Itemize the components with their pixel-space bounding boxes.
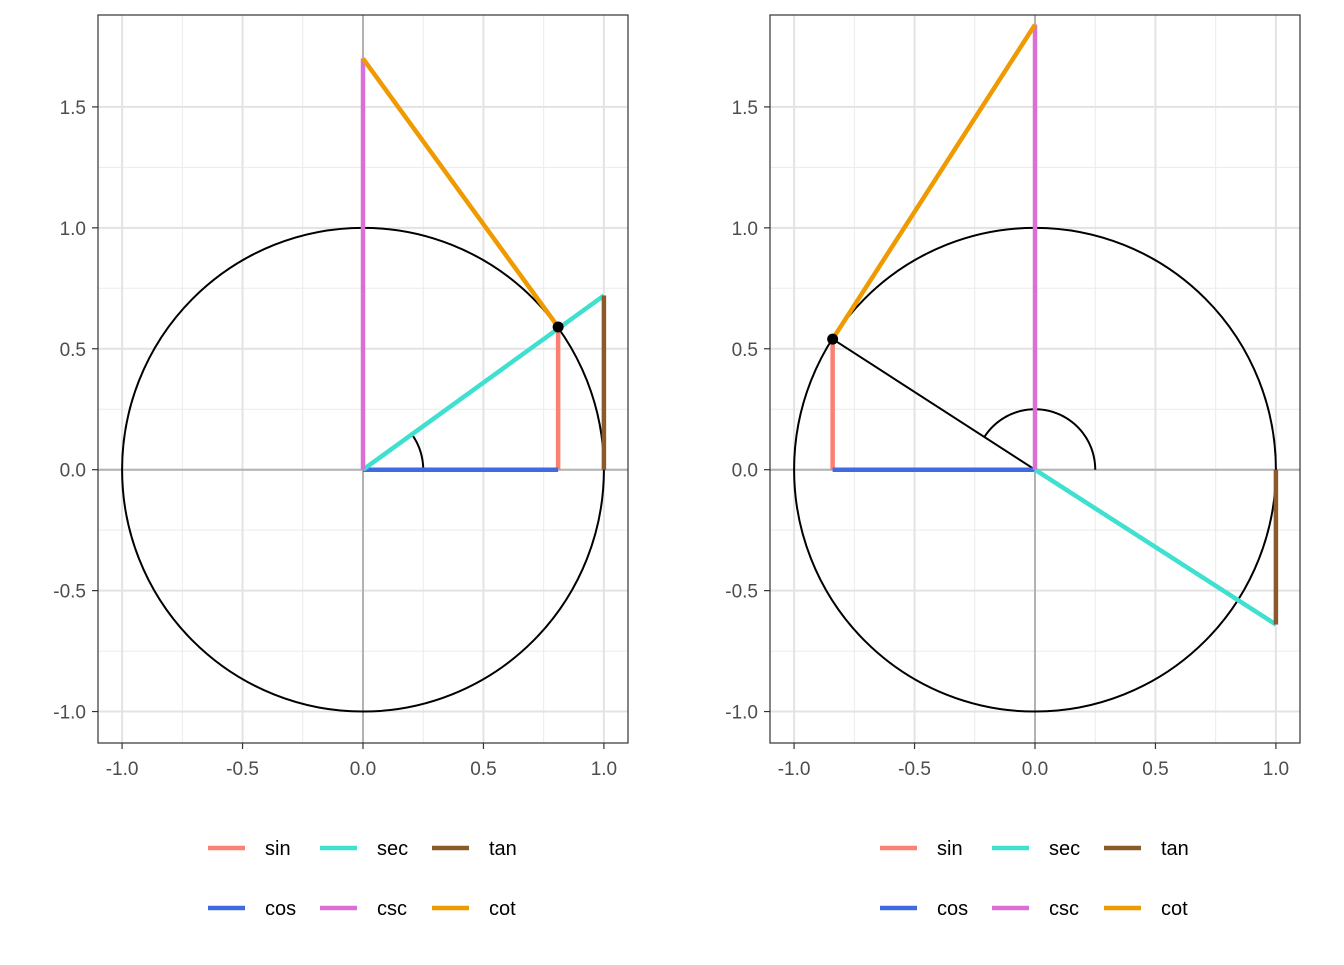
segment-sec <box>361 293 606 472</box>
legend-label-tan: tan <box>1161 838 1189 860</box>
legend-label-csc: csc <box>377 898 407 920</box>
plot-area <box>98 15 628 743</box>
y-tick-label: -1.0 <box>725 703 758 724</box>
y-tick-label: -0.5 <box>53 582 86 603</box>
y-tick-label: 0.5 <box>732 340 758 361</box>
plot-area <box>770 15 1300 743</box>
legend-label-csc: csc <box>1049 898 1079 920</box>
legend-label-cos: cos <box>937 898 968 920</box>
segment-sec <box>1033 467 1278 627</box>
segment-cot <box>830 23 1037 341</box>
x-tick-label: 1.0 <box>591 759 617 780</box>
y-tick-label: 0.5 <box>60 340 86 361</box>
legend-label-sin: sin <box>265 838 291 860</box>
y-tick-label: 1.5 <box>732 98 758 119</box>
x-tick-label: 0.5 <box>1142 759 1168 780</box>
legend-label-sin: sin <box>937 838 963 860</box>
y-tick-label: 0.0 <box>60 461 86 482</box>
y-tick-label: 0.0 <box>732 461 758 482</box>
legend: sin sec tan cos csc cot <box>208 838 517 920</box>
x-tick-label: -1.0 <box>778 759 811 780</box>
segment-cot <box>361 57 560 329</box>
y-tick-label: -0.5 <box>725 582 758 603</box>
legend-label-cos: cos <box>265 898 296 920</box>
panel-1: -1.0 -0.5 0.0 0.5 1.0 -1.0 -0.5 0.0 0.5 1.0 1.5 sin… <box>53 14 629 920</box>
x-tick-label: 0.5 <box>470 759 496 780</box>
legend-label-cot: cot <box>489 898 516 920</box>
x-tick-label: 0.0 <box>350 759 376 780</box>
legend-label-tan: tan <box>489 838 517 860</box>
x-tick-label: -0.5 <box>226 759 259 780</box>
y-tick-label: -1.0 <box>53 703 86 724</box>
y-tick-label: 1.0 <box>732 219 758 240</box>
radius-line <box>832 338 1036 471</box>
x-tick-label: 1.0 <box>1263 759 1289 780</box>
legend-label-sec: sec <box>377 838 408 860</box>
angle-arc <box>983 408 1097 470</box>
angle-point <box>827 333 839 345</box>
angle-arc <box>410 433 425 470</box>
legend: sin sec tan cos csc cot <box>880 838 1189 920</box>
x-tick-label: 0.0 <box>1022 759 1048 780</box>
x-tick-label: -1.0 <box>106 759 139 780</box>
x-tick-label: -0.5 <box>898 759 931 780</box>
legend-label-cot: cot <box>1161 898 1188 920</box>
panel-2: -1.0 -0.5 0.0 0.5 1.0 -1.0 -0.5 0.0 0.5 1.0 1.5 sin… <box>725 14 1301 920</box>
y-tick-label: 1.5 <box>60 98 86 119</box>
y-tick-label: 1.0 <box>60 219 86 240</box>
legend-label-sec: sec <box>1049 838 1080 860</box>
angle-point <box>552 321 564 333</box>
